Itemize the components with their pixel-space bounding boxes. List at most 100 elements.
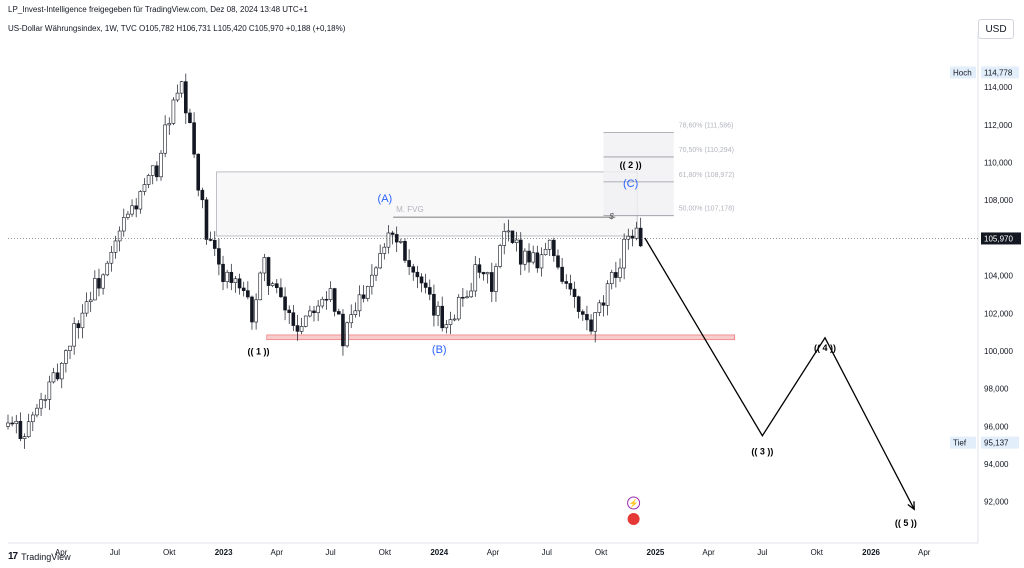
candle-body xyxy=(349,314,354,324)
candle-body xyxy=(456,296,461,320)
fvg-label: M. FVG xyxy=(396,205,424,214)
candle-body xyxy=(299,326,304,332)
candle-body xyxy=(597,302,602,313)
candle-body xyxy=(109,252,114,264)
candle-body xyxy=(332,288,337,312)
time-tick-label: Okt xyxy=(379,548,392,557)
candle-body xyxy=(514,239,519,243)
time-tick-label: Jul xyxy=(110,548,120,557)
us-flag-icon xyxy=(627,513,640,525)
time-tick-label: 2025 xyxy=(647,548,665,557)
price-tick-label: 94,000 xyxy=(984,460,1009,469)
candle-body xyxy=(498,245,502,267)
flash-icon xyxy=(627,496,641,510)
candle-body xyxy=(84,301,89,314)
candle-body xyxy=(316,305,320,314)
candle-body xyxy=(121,217,126,232)
candle-body xyxy=(518,239,523,265)
time-tick-label: Okt xyxy=(595,548,608,557)
high-value: 114,778 xyxy=(984,68,1013,77)
candle-body xyxy=(382,246,387,254)
candle-body xyxy=(527,250,531,263)
candle-body xyxy=(419,276,424,284)
candle-body xyxy=(126,213,130,218)
candle-body xyxy=(494,266,498,292)
candle-body xyxy=(93,278,97,301)
candle-body xyxy=(246,290,250,298)
candle-body xyxy=(564,281,569,284)
candle-body xyxy=(179,81,184,94)
candle-body xyxy=(601,302,606,306)
candle-body xyxy=(552,239,556,257)
time-tick-label: 2024 xyxy=(430,548,448,557)
candle-body xyxy=(88,299,93,303)
candle-body xyxy=(59,363,64,380)
fib-label: 78,60% (111,586) xyxy=(679,123,734,130)
candle-body xyxy=(204,199,209,240)
wave-label: (( 2 )) xyxy=(620,160,642,170)
low-value: 95,137 xyxy=(984,439,1009,448)
candle-body xyxy=(427,287,432,295)
candle-body xyxy=(117,230,122,242)
candle-body xyxy=(200,189,205,201)
wave-label: (( 3 )) xyxy=(751,447,773,457)
candle-body xyxy=(295,325,300,332)
candle-body xyxy=(407,260,411,267)
wave-label: (( 4 )) xyxy=(814,343,836,353)
low-tag: Tief xyxy=(953,439,967,448)
high-tag: Hoch xyxy=(953,68,972,77)
candle-body xyxy=(576,296,581,312)
candle-body xyxy=(560,266,564,282)
candle-body xyxy=(274,283,279,289)
candle-body xyxy=(134,205,138,210)
wave-label: (A) xyxy=(378,193,393,205)
candle-body xyxy=(370,274,374,287)
candle-body xyxy=(556,255,560,268)
candle-body xyxy=(287,309,291,313)
candle-body xyxy=(262,257,267,274)
candle-body xyxy=(72,323,76,347)
candle-body xyxy=(64,350,68,364)
fib-label: 50,00% (107,178) xyxy=(679,206,735,213)
candle-body xyxy=(266,257,271,286)
candle-body xyxy=(221,263,225,282)
candle-body xyxy=(163,124,167,154)
tradingview-logo-icon: 17 xyxy=(8,551,18,562)
candle-body xyxy=(146,175,151,185)
candle-body xyxy=(43,399,48,401)
candle-body xyxy=(35,407,39,416)
candle-body xyxy=(258,272,263,301)
time-tick-label: 2026 xyxy=(862,548,880,557)
tradingview-brand[interactable]: 17 TradingView xyxy=(8,551,71,562)
candle-body xyxy=(580,311,585,315)
high-badge xyxy=(981,66,1019,79)
candle-body xyxy=(324,298,329,301)
candle-body xyxy=(345,322,349,347)
candle-body xyxy=(192,122,196,155)
price-tick-label: 110,000 xyxy=(984,159,1013,168)
candle-body xyxy=(444,324,449,329)
time-tick-label: 2023 xyxy=(215,548,233,557)
fib-label: 70,50% (110,294) xyxy=(679,147,734,154)
price-tick-label: 104,000 xyxy=(984,272,1013,281)
candle-body xyxy=(399,241,403,243)
candle-body xyxy=(473,264,478,292)
candle-body xyxy=(55,372,60,380)
high-tag-bg xyxy=(950,66,976,79)
candle-body xyxy=(589,319,593,332)
resistance-box xyxy=(216,171,638,237)
candle-body xyxy=(378,253,382,269)
candle-body xyxy=(436,305,440,316)
currency-button[interactable]: USD xyxy=(978,19,1014,39)
time-tick-label: Okt xyxy=(811,548,824,557)
candle-body xyxy=(328,288,333,300)
support-zone xyxy=(266,334,736,341)
candle-body xyxy=(361,294,366,299)
candle-body xyxy=(101,274,105,289)
candle-body xyxy=(452,318,457,321)
candle-body xyxy=(130,205,134,215)
candle-body xyxy=(188,112,192,123)
candle-body xyxy=(196,153,201,191)
fib-box xyxy=(603,132,674,216)
